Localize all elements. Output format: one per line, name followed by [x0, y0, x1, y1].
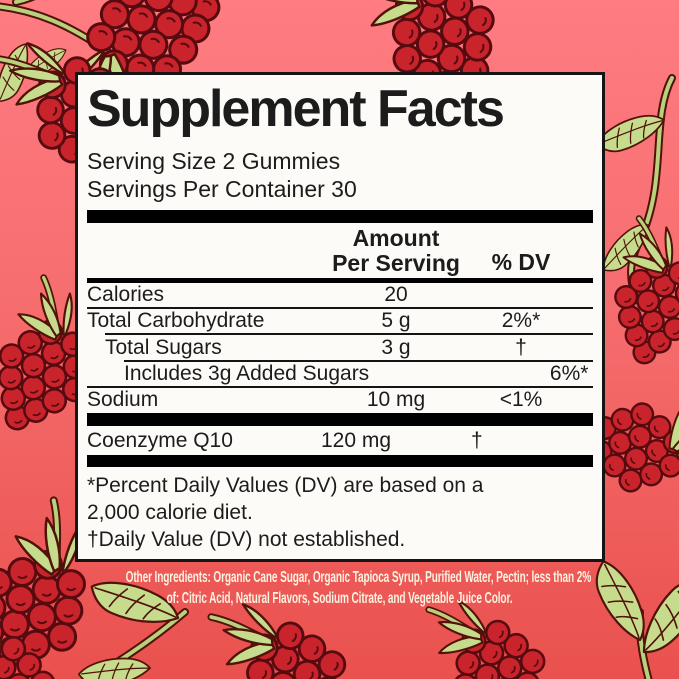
table-row-total-sugars: Total Sugars 3 g †	[87, 335, 593, 359]
table-row-sodium: Sodium 10 mg <1%	[87, 388, 593, 412]
table-row-calories: Calories 20	[87, 283, 593, 307]
footnote-dv-line2: 2,000 calorie diet.	[87, 500, 253, 524]
divider-bar-top	[87, 210, 593, 223]
header-dv: % DV	[491, 248, 551, 275]
divider-bar-header	[87, 277, 593, 283]
row-dv: 2%*	[501, 309, 541, 333]
serving-size: Serving Size 2 Gummies	[87, 148, 341, 175]
row-name: Sodium	[87, 388, 159, 412]
row-amount: 120 mg	[321, 428, 392, 452]
divider-bar-sodium	[87, 413, 593, 427]
footnote-dagger: †Daily Value (DV) not established.	[87, 527, 406, 551]
branch-bottom-left	[76, 570, 189, 679]
table-row-total-carbohydrate: Total Carbohydrate 5 g 2%*	[87, 309, 593, 333]
row-name: Total Sugars	[105, 335, 222, 359]
other-ingredients: Other Ingredients: Organic Cane Sugar, O…	[0, 567, 679, 609]
row-name: Calories	[87, 282, 165, 306]
row-name: Total Carbohydrate	[87, 309, 265, 333]
supplement-facts-panel: Supplement Facts Serving Size 2 Gummies …	[75, 72, 605, 562]
other-ingredients-line2: of: Citric Acid, Natural Flavors, Sodium…	[166, 590, 513, 607]
table-header: Amount Per Serving % DV	[87, 223, 593, 278]
footnote-dv-line1: *Percent Daily Values (DV) are based on …	[87, 473, 484, 497]
leaf-sprig-bottom-right	[586, 554, 679, 679]
table-row-coenzyme-q10: Coenzyme Q10 120 mg †	[87, 426, 593, 455]
other-ingredients-line1: Other Ingredients: Organic Cane Sugar, O…	[125, 569, 592, 586]
page-title: Supplement Facts	[87, 80, 505, 138]
footnotes: *Percent Daily Values (DV) are based on …	[87, 472, 593, 553]
row-rule	[124, 359, 593, 362]
row-amount: 20	[384, 282, 408, 306]
row-name: Includes 3g Added Sugars	[124, 361, 370, 385]
row-amount: 3 g	[381, 335, 411, 359]
row-rule	[87, 386, 593, 389]
row-dv: 6%*	[549, 361, 589, 385]
header-amount: Amount Per Serving	[332, 224, 460, 276]
row-name: Coenzyme Q10	[87, 428, 233, 452]
row-dv: †	[471, 428, 483, 452]
row-dv: <1%	[499, 388, 543, 412]
row-dv: †	[515, 335, 527, 359]
row-rule	[87, 307, 593, 310]
row-amount: 5 g	[381, 309, 411, 333]
table-row-added-sugars: Includes 3g Added Sugars 6%*	[87, 362, 593, 386]
servings-per-container: Servings Per Container 30	[87, 176, 357, 203]
branch-right	[591, 74, 676, 304]
divider-bar-coq10	[87, 455, 593, 467]
row-rule	[105, 333, 593, 336]
row-amount: 10 mg	[366, 388, 426, 412]
